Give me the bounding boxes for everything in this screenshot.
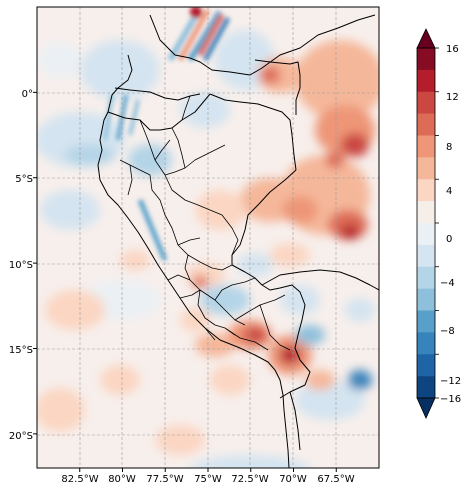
colorbar: 16 12 8 4 0 −4 −8 −12 −16 xyxy=(416,28,461,419)
colorbar-levels xyxy=(417,48,435,399)
border-bolivia-brazil xyxy=(261,269,379,291)
x-tick-label-77.5: 77.5°W xyxy=(146,474,183,485)
colorbar-tick-label-neg4: −4 xyxy=(440,278,455,289)
colorbar-level-4 xyxy=(417,135,435,158)
colorbar-tick-label-12: 12 xyxy=(446,92,459,103)
colorbar-level-6 xyxy=(417,179,435,202)
colorbar-level-3 xyxy=(417,113,435,136)
x-tick-labels: 82.5°W 80°W 77.5°W 75°W 72.5°W 70°W 67.5… xyxy=(61,474,354,485)
colorbar-level-10 xyxy=(417,266,435,289)
map-axis-ticks xyxy=(33,91,337,472)
x-tick-label-72.5: 72.5°W xyxy=(231,474,268,485)
x-tick-label-67.5: 67.5°W xyxy=(317,474,354,485)
colorbar-extend-max xyxy=(416,28,436,49)
border-peru-brazil xyxy=(231,169,297,286)
gridlines xyxy=(37,7,379,468)
anomaly-field xyxy=(37,30,379,468)
y-tick-label-20s: 20°S xyxy=(9,431,33,442)
colorbar-level-11 xyxy=(417,288,435,311)
y-tick-label-5s: 5°S xyxy=(15,174,33,185)
map-panel xyxy=(37,7,379,468)
colorbar-level-13 xyxy=(417,332,435,355)
y-tick-labels: 0° 5°S 10°S 15°S 20°S xyxy=(9,89,33,442)
colorbar-tick-label-4: 4 xyxy=(446,186,452,197)
colorbar-tick-label-8: 8 xyxy=(446,142,452,153)
borders xyxy=(97,14,379,468)
colorbar-level-15 xyxy=(417,376,435,399)
colorbar-level-0 xyxy=(417,48,435,71)
colorbar-tick-label-neg12: −12 xyxy=(440,376,461,387)
border-peru-bolivia xyxy=(261,284,311,399)
colorbar-extend-min xyxy=(416,397,436,419)
x-tick-label-75: 75°W xyxy=(194,474,222,485)
colorbar-level-1 xyxy=(417,69,435,93)
x-tick-label-80: 80°W xyxy=(108,474,136,485)
y-tick-label-15s: 15°S xyxy=(9,345,33,356)
colorbar-level-9 xyxy=(417,244,435,268)
x-tick-label-82.5: 82.5°W xyxy=(61,474,98,485)
y-tick-label-10s: 10°S xyxy=(9,260,33,271)
x-tick-label-70: 70°W xyxy=(279,474,307,485)
colorbar-level-2 xyxy=(417,91,435,114)
border-colombia-venezuela xyxy=(254,59,301,115)
colorbar-level-5 xyxy=(417,157,435,180)
border-colombia-brazil xyxy=(209,93,297,171)
colorbar-level-7 xyxy=(417,201,435,224)
colorbar-level-14 xyxy=(417,354,435,377)
y-tick-label-0: 0° xyxy=(22,89,33,100)
colorbar-level-8 xyxy=(417,223,435,246)
colorbar-level-12 xyxy=(417,310,435,333)
northern-stripes xyxy=(103,7,231,261)
colorbar-tick-label-neg8: −8 xyxy=(440,326,455,337)
colorbar-tick-label-neg16: −16 xyxy=(440,394,461,405)
coastline xyxy=(97,14,376,468)
border-bolivia-chile xyxy=(289,391,301,451)
border-ecuador-peru xyxy=(107,93,211,131)
internal-regions xyxy=(119,95,291,351)
colorbar-tick-label-0: 0 xyxy=(446,234,452,245)
colorbar-ticks xyxy=(435,47,439,399)
colorbar-tick-label-16: 16 xyxy=(446,44,459,55)
